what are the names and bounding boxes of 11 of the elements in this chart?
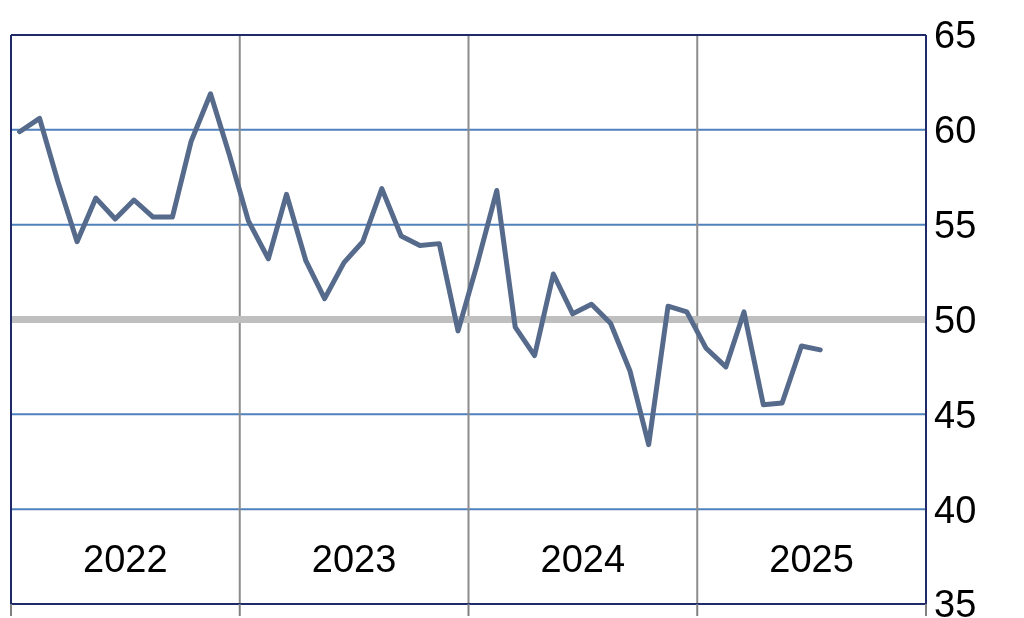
x-tick-label: 2024 (540, 538, 626, 580)
y-tick-label: 60 (934, 109, 977, 152)
x-tick-label: 2025 (769, 538, 854, 580)
x-tick-label: 2022 (83, 538, 168, 580)
y-tick-label: 45 (934, 393, 977, 436)
y-tick-label: 40 (934, 488, 977, 531)
y-tick-label: 55 (934, 204, 977, 247)
y-tick-label: 35 (934, 583, 977, 618)
y-tick-label: 65 (934, 14, 977, 57)
y-tick-label: 50 (934, 298, 977, 341)
x-tick-label: 2023 (311, 538, 397, 580)
